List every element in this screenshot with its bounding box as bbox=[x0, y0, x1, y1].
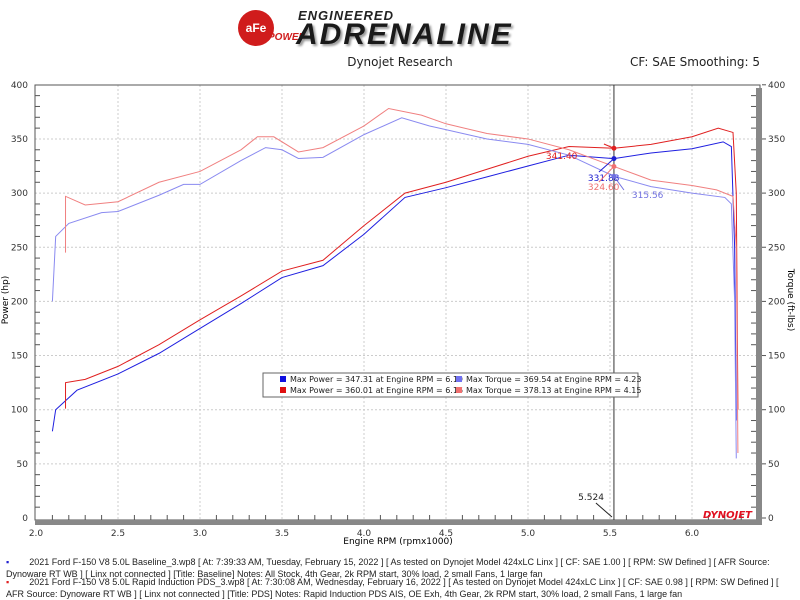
cursor-label: 5.524 bbox=[578, 493, 604, 503]
x-tick-label: 4.0 bbox=[357, 529, 372, 539]
annotation-marker bbox=[611, 163, 617, 169]
y2-tick-label: 200 bbox=[768, 297, 785, 307]
dyno-chart: 2.0 2.5 3.0 3.5 4.0 4.5 5.0 5.5 6.0 0 0 50 50 100 100 1… bbox=[1, 81, 795, 547]
cursor-arrow bbox=[595, 502, 613, 518]
run-info-pds: ▪ 2021 Ford F-150 V8 5.0L Rapid Inductio… bbox=[6, 576, 796, 600]
y2-tick-label: 250 bbox=[768, 243, 785, 253]
annotation-arrow bbox=[598, 166, 615, 183]
y2-tick-label: 50 bbox=[768, 460, 780, 470]
right-axis-bar bbox=[756, 88, 762, 522]
logo-tagline: ENGINEERED bbox=[298, 8, 394, 23]
legend-box bbox=[262, 372, 639, 398]
y2-axis-label: Torque (ft-lbs) bbox=[785, 268, 795, 332]
legend-entry: Max Power = 347.31 at Engine RPM = 6.19 bbox=[290, 375, 463, 384]
annotation-arrow bbox=[598, 158, 615, 173]
series-line-pds-power bbox=[65, 127, 739, 410]
annotation-arrow bbox=[613, 175, 625, 191]
y2-tick-label: 0 bbox=[768, 514, 774, 524]
series-line-baseline-torque bbox=[51, 117, 737, 459]
annotation-marker bbox=[611, 173, 617, 179]
legend-swatch bbox=[280, 387, 286, 393]
y-tick-label: 0 bbox=[22, 514, 28, 524]
legend-entry: Max Power = 360.01 at Engine RPM = 6.16 bbox=[290, 386, 463, 395]
run-marker-baseline: ▪ bbox=[6, 557, 10, 567]
y2-tick-label: 400 bbox=[768, 81, 785, 91]
y-tick-label: 400 bbox=[11, 81, 28, 91]
logo-brand-sub: POWER bbox=[268, 32, 306, 43]
x-axis-label: Engine RPM (rpmx1000) bbox=[343, 537, 452, 547]
dynojet-watermark: DYNOJET bbox=[703, 510, 753, 521]
y-tick-label: 350 bbox=[11, 135, 28, 145]
plot-frame bbox=[34, 84, 761, 521]
run-marker-pds: ▪ bbox=[6, 577, 10, 587]
correction-factor: CF: SAE Smoothing: 5 bbox=[629, 55, 760, 69]
legend: Max Power = 347.31 at Engine RPM = 6.19 M… bbox=[262, 372, 641, 398]
chart-subtitle: Dynojet Research bbox=[347, 55, 453, 69]
legend-entry: Max Torque = 369.54 at Engine RPM = 4.23 bbox=[466, 375, 641, 384]
legend-swatch bbox=[456, 387, 462, 393]
y-tick-label: 300 bbox=[11, 189, 28, 199]
y2-tick-label: 150 bbox=[768, 352, 785, 362]
x-tick-label: 2.0 bbox=[29, 529, 44, 539]
y-tick-label: 50 bbox=[17, 460, 29, 470]
x-tick-label: 6.0 bbox=[685, 529, 700, 539]
annotation-label: 315.56 bbox=[632, 191, 664, 201]
legend-swatch bbox=[280, 376, 286, 382]
x-tick-label: 5.5 bbox=[603, 529, 617, 539]
annotation-label: 324.60 bbox=[588, 183, 620, 193]
y-tick-label: 100 bbox=[11, 406, 28, 416]
x-tick-label: 3.5 bbox=[275, 529, 289, 539]
run-info-baseline: ▪ 2021 Ford F-150 V8 5.0L Baseline_3.wp8… bbox=[6, 556, 796, 580]
legend-swatch bbox=[456, 376, 462, 382]
logo-title: ADRENALINE bbox=[296, 18, 513, 51]
bottom-axis-bar bbox=[35, 520, 762, 525]
annotation-label: 331.88 bbox=[588, 174, 620, 184]
y2-tick-label: 300 bbox=[768, 189, 785, 199]
x-tick-label: 5.0 bbox=[521, 529, 536, 539]
x-tick-label: 4.5 bbox=[439, 529, 453, 539]
legend-entry: Max Torque = 378.13 at Engine RPM = 4.15 bbox=[466, 386, 641, 395]
run-text-pds: 2021 Ford F-150 V8 5.0L Rapid Induction … bbox=[6, 577, 779, 599]
y-axis-label: Power (hp) bbox=[1, 276, 11, 325]
logo-brand: aFe bbox=[245, 21, 267, 35]
y2-tick-label: 100 bbox=[768, 406, 785, 416]
y2-tick-label: 350 bbox=[768, 135, 785, 145]
series-line-baseline-power bbox=[51, 141, 737, 432]
series-line-pds-torque bbox=[65, 107, 739, 454]
run-text-baseline: 2021 Ford F-150 V8 5.0L Baseline_3.wp8 [… bbox=[6, 557, 770, 579]
afe-logo: aFe bbox=[238, 10, 274, 46]
annotation-marker bbox=[611, 145, 617, 151]
y-tick-label: 200 bbox=[11, 297, 28, 307]
x-tick-label: 3.0 bbox=[193, 529, 208, 539]
annotation-marker bbox=[611, 156, 617, 162]
y-tick-label: 250 bbox=[11, 243, 28, 253]
y-tick-label: 150 bbox=[11, 352, 28, 362]
annotation-label: 341.40 bbox=[546, 152, 578, 162]
x-tick-label: 2.5 bbox=[111, 529, 125, 539]
